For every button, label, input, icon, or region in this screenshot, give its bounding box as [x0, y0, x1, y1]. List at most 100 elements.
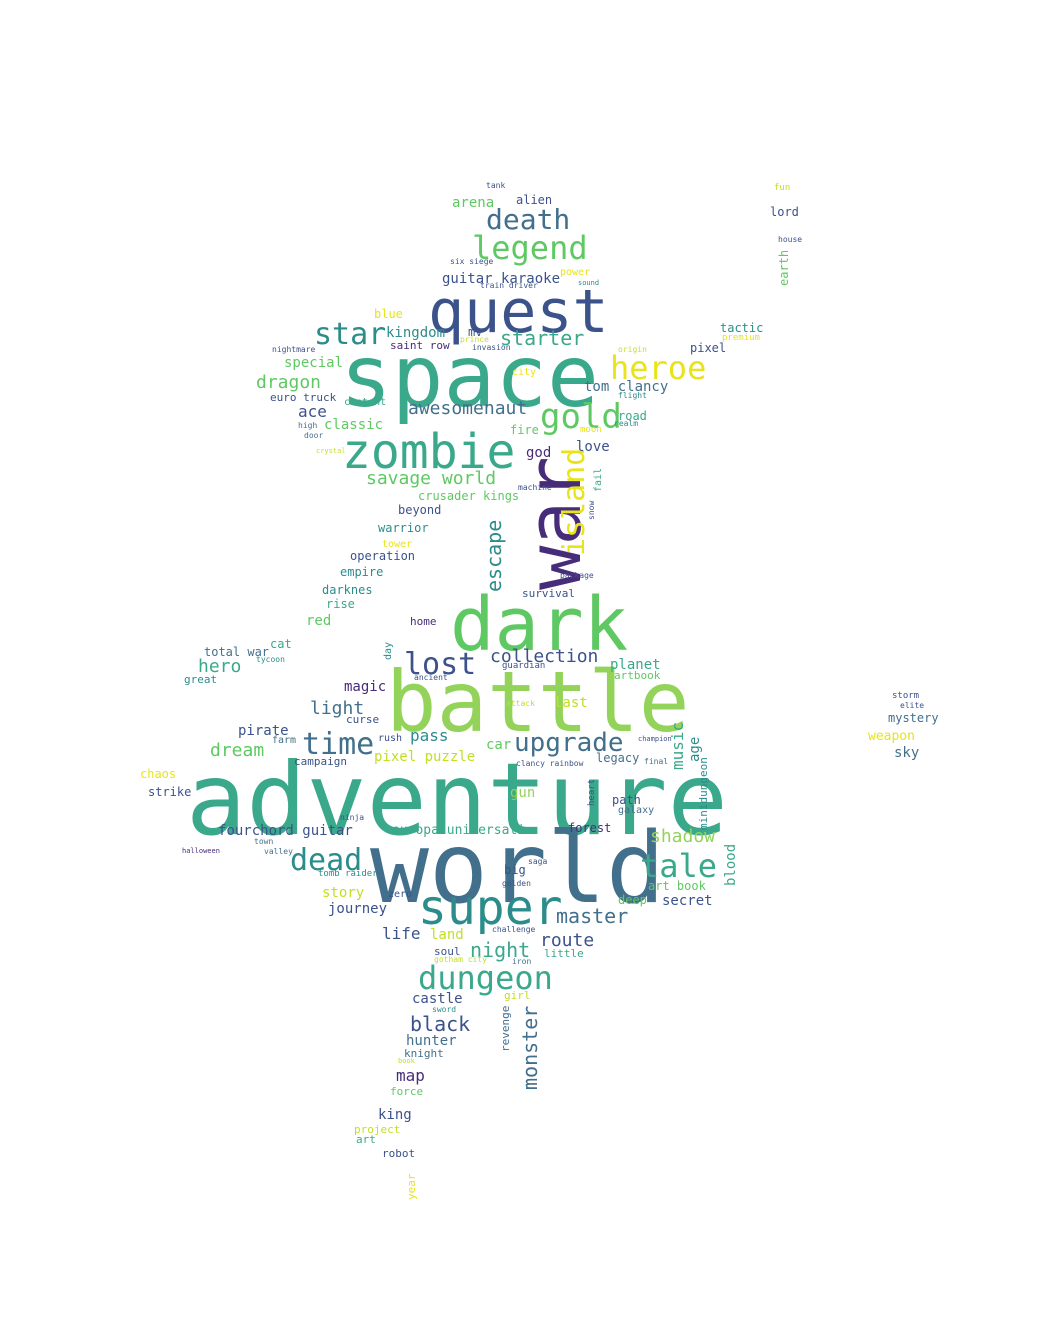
word: world	[370, 812, 666, 926]
word: city	[512, 367, 537, 378]
word: valley	[264, 847, 293, 856]
word: path	[612, 793, 641, 807]
word: big	[504, 863, 526, 877]
word: sword	[432, 1005, 457, 1014]
word: revenge	[499, 1005, 512, 1052]
word: death	[486, 203, 571, 236]
word: fire	[510, 423, 539, 437]
word: pixel	[690, 341, 727, 355]
word: content	[344, 397, 387, 408]
word: little	[544, 947, 584, 960]
word: special	[284, 355, 344, 371]
word: knight	[404, 1047, 444, 1060]
word: prince	[460, 335, 489, 344]
word: house	[778, 235, 803, 244]
word: battle	[386, 653, 690, 751]
word: dragon	[256, 372, 322, 393]
word: god	[526, 445, 552, 461]
word: machine	[518, 483, 552, 492]
word: life	[382, 924, 421, 943]
word: total war	[204, 645, 270, 659]
word: rush	[378, 733, 403, 744]
word: realm	[614, 419, 639, 428]
word: magic	[344, 679, 387, 695]
word: gotham city	[434, 955, 487, 964]
word: kingdom	[386, 325, 446, 341]
word: crusader kings	[418, 489, 520, 503]
word: escape	[482, 519, 506, 592]
word: sound	[578, 279, 600, 287]
word: super	[418, 880, 563, 936]
word: final	[644, 757, 669, 766]
word: star	[314, 317, 387, 352]
word: year	[405, 1173, 418, 1201]
word: attack	[506, 699, 535, 708]
word: zero	[388, 889, 413, 900]
word: savage world	[366, 468, 497, 489]
word: quest	[428, 277, 609, 347]
word: monster	[518, 1005, 542, 1090]
word: europa universali	[392, 823, 526, 838]
word: legacy	[596, 751, 640, 765]
word: dark	[450, 582, 629, 668]
word: minidungeon	[697, 757, 710, 830]
word: blue	[374, 307, 403, 321]
word: ninja	[340, 813, 365, 822]
word: earth	[777, 249, 791, 286]
word: darknes	[322, 583, 373, 597]
word: dungeon	[418, 959, 553, 997]
word: blood	[723, 843, 739, 886]
word: invasion	[472, 343, 511, 352]
word: ancient	[414, 673, 448, 682]
word: land	[430, 927, 464, 943]
word: space	[340, 327, 599, 427]
word: guardian	[502, 661, 546, 671]
word: hero	[198, 656, 242, 677]
word: black	[410, 1012, 471, 1036]
word: map	[396, 1066, 425, 1085]
word: alien	[516, 193, 553, 207]
word: heart	[587, 778, 597, 806]
word: car	[486, 737, 512, 753]
word: great	[184, 673, 218, 686]
word: collection	[490, 646, 599, 667]
word: door	[304, 431, 324, 440]
word: castle	[412, 991, 463, 1007]
word: town	[254, 837, 274, 846]
word: champion	[638, 735, 672, 743]
word: project	[354, 1123, 401, 1136]
word: rise	[326, 597, 355, 611]
word: forest	[568, 821, 612, 835]
word: legend	[472, 229, 588, 267]
word: starter	[500, 326, 585, 350]
word: ace	[298, 402, 327, 421]
word: moon	[580, 425, 602, 435]
word: campaign	[294, 755, 347, 768]
word: halloween	[182, 847, 220, 855]
word: love	[576, 439, 610, 455]
word: curse	[346, 713, 380, 726]
word: art book	[648, 879, 706, 893]
word: gun	[510, 785, 536, 801]
word: king	[378, 1107, 412, 1123]
word: zombie	[342, 424, 516, 480]
word: operation	[350, 549, 416, 563]
word: beyond	[398, 503, 442, 517]
word: island	[557, 447, 592, 556]
word: light	[310, 698, 365, 719]
word: hunter	[406, 1033, 457, 1049]
word: story	[322, 885, 365, 901]
word: fourchord guitar	[218, 823, 353, 839]
word: dead	[290, 843, 363, 878]
word: chaos	[140, 767, 177, 781]
word: crystal	[316, 447, 346, 455]
word: mv	[468, 325, 483, 339]
word: survival	[522, 587, 575, 600]
word: sky	[894, 745, 920, 761]
word: night	[470, 938, 531, 962]
word: premium	[722, 333, 760, 343]
word: awesomenaut	[408, 398, 528, 419]
word: snow	[587, 500, 596, 520]
word: planet	[610, 657, 661, 673]
